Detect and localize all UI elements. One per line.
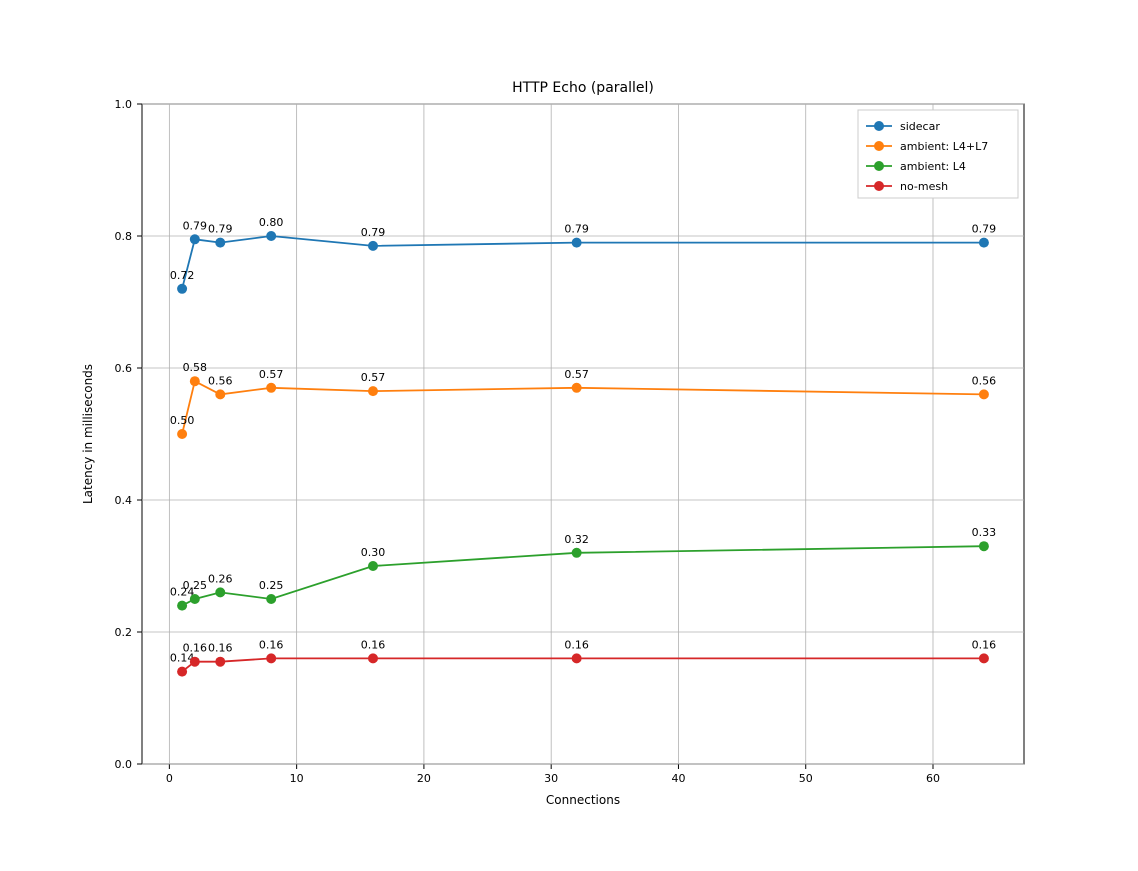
series-line-no-mesh [182, 658, 984, 671]
line-chart: 0 10 20 30 40 50 60 0.0 0.2 0.4 0.6 0.8 1.0 Connectio… [0, 0, 1138, 871]
chart-container: { "chart": { "type": "line", "title": "H… [0, 0, 1138, 871]
xtick-label: 0 [166, 772, 173, 785]
ytick-label: 0.2 [115, 626, 133, 639]
data-label: 0.58 [183, 361, 208, 374]
series-marker [979, 389, 989, 399]
series-marker [572, 383, 582, 393]
series-marker [190, 376, 200, 386]
xtick-label: 10 [290, 772, 304, 785]
data-label: 0.25 [259, 579, 284, 592]
data-label: 0.79 [972, 223, 997, 236]
series-marker [215, 587, 225, 597]
data-label: 0.16 [972, 638, 997, 651]
ytick-label: 0.6 [115, 362, 133, 375]
data-label: 0.50 [170, 414, 195, 427]
data-label: 0.79 [361, 226, 386, 239]
data-label: 0.56 [208, 374, 233, 387]
series-marker [572, 548, 582, 558]
series-marker [368, 653, 378, 663]
y-axis-label: Latency in milliseconds [81, 364, 95, 504]
data-label: 0.32 [564, 533, 589, 546]
data-label: 0.33 [972, 526, 997, 539]
series-marker [266, 383, 276, 393]
series-marker [572, 653, 582, 663]
legend-label: ambient: L4+L7 [900, 140, 988, 153]
chart-title: HTTP Echo (parallel) [512, 80, 654, 96]
series-line-ambient-l4 [182, 546, 984, 605]
series-marker [368, 561, 378, 571]
xtick-label: 40 [671, 772, 685, 785]
series-marker [190, 594, 200, 604]
series-marker [177, 601, 187, 611]
ytick-label: 1.0 [115, 98, 133, 111]
legend-marker-icon [874, 121, 884, 131]
xtick-label: 30 [544, 772, 558, 785]
data-label: 0.79 [183, 219, 208, 232]
series-line-sidecar [182, 236, 984, 289]
data-label: 0.56 [972, 374, 997, 387]
ytick-label: 0.0 [115, 758, 133, 771]
series-marker [177, 667, 187, 677]
series-marker [266, 231, 276, 241]
series-marker [368, 241, 378, 251]
data-label: 0.16 [361, 638, 386, 651]
series-marker [572, 238, 582, 248]
series-marker [190, 657, 200, 667]
series-marker [979, 653, 989, 663]
series-line-ambient-l4-l7 [182, 381, 984, 434]
ytick-label: 0.4 [115, 494, 133, 507]
data-label: 0.57 [564, 368, 589, 381]
series-marker [215, 389, 225, 399]
data-label: 0.79 [208, 223, 233, 236]
legend-marker-icon [874, 161, 884, 171]
data-label: 0.16 [208, 642, 233, 655]
data-label: 0.16 [259, 638, 284, 651]
data-label: 0.57 [361, 371, 386, 384]
data-label: 0.16 [183, 642, 208, 655]
legend-label: ambient: L4 [900, 160, 966, 173]
data-label: 0.16 [564, 638, 589, 651]
series-marker [177, 284, 187, 294]
legend-marker-icon [874, 141, 884, 151]
data-label: 0.57 [259, 368, 284, 381]
series-marker [266, 653, 276, 663]
series-marker [979, 541, 989, 551]
series-marker [177, 429, 187, 439]
legend-label: sidecar [900, 120, 940, 133]
ytick-label: 0.8 [115, 230, 133, 243]
series-marker [215, 657, 225, 667]
series-marker [266, 594, 276, 604]
data-label: 0.72 [170, 269, 195, 282]
data-label: 0.30 [361, 546, 386, 559]
series-marker [190, 234, 200, 244]
legend-label: no-mesh [900, 180, 948, 193]
series-marker [979, 238, 989, 248]
data-label: 0.26 [208, 572, 233, 585]
data-label: 0.25 [183, 579, 208, 592]
plot-area [142, 104, 1024, 764]
xtick-label: 60 [926, 772, 940, 785]
xtick-label: 20 [417, 772, 431, 785]
x-axis-label: Connections [546, 793, 620, 807]
xtick-label: 50 [799, 772, 813, 785]
legend-marker-icon [874, 181, 884, 191]
data-label: 0.79 [564, 223, 589, 236]
series-marker [368, 386, 378, 396]
series-marker [215, 238, 225, 248]
data-label: 0.80 [259, 216, 284, 229]
